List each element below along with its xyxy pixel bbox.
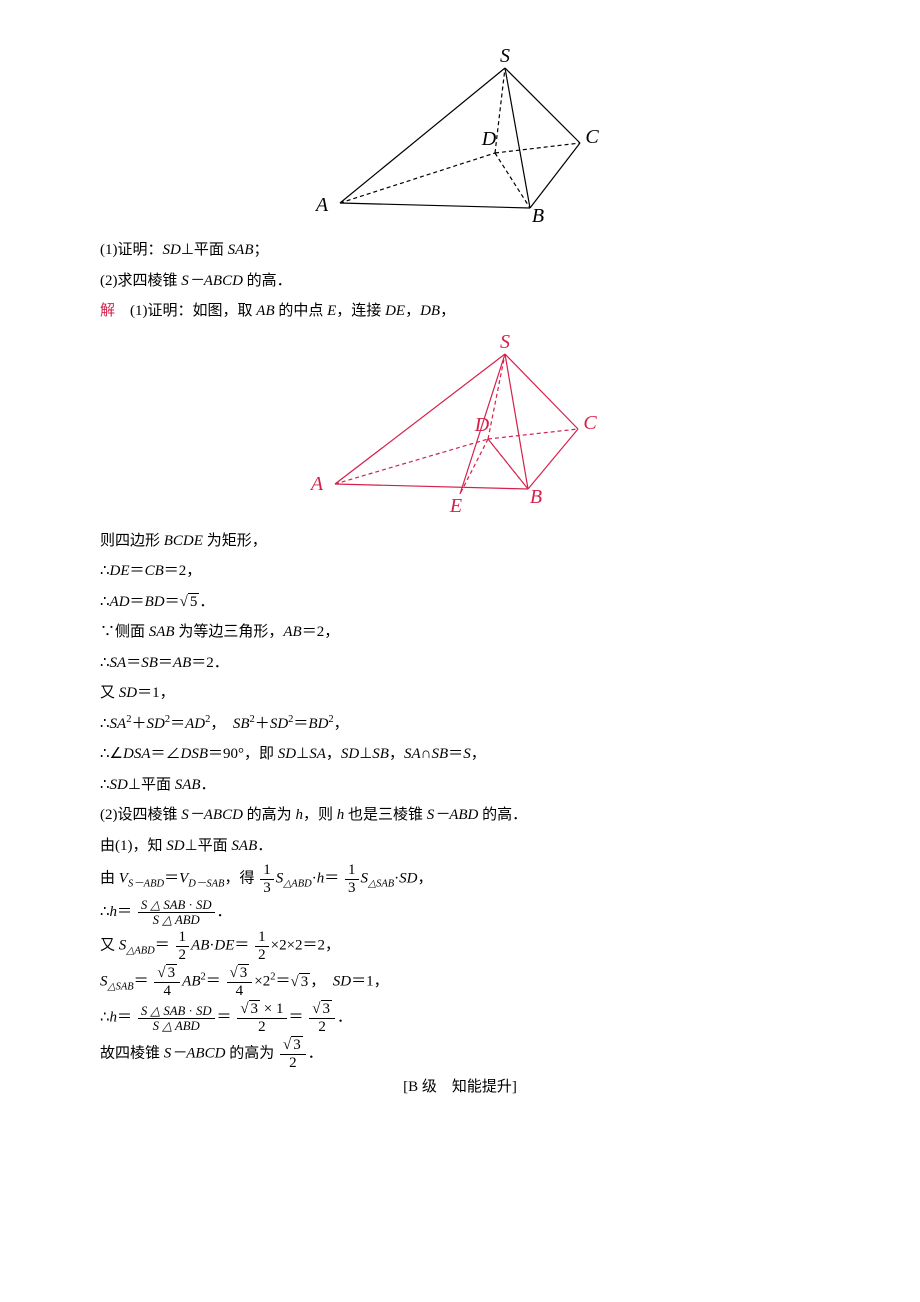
svg-text:B: B [532, 205, 544, 227]
line-solution: 解 (1)证明：如图，取 AB 的中点 E，连接 DE，DB， [100, 297, 820, 326]
line-11: ∴∠DSA＝∠DSB＝90°，即 SD⊥SA，SD⊥SB，SA∩SB＝S， [100, 740, 820, 769]
line-19: ∴h＝ S △ SAB · SD S △ ABD ＝ √3 × 12＝ √32． [100, 1001, 820, 1035]
line-10: ∴SA2＋SD2＝AD2， SB2＋SD2＝BD2， [100, 710, 820, 739]
line-8: ∴SA＝SB＝AB＝2． [100, 649, 820, 678]
svg-text:A: A [315, 194, 329, 216]
svg-text:D: D [481, 128, 497, 150]
line-7: ∵侧面 SAB 为等边三角形，AB＝2， [100, 618, 820, 647]
line-12: ∴SD⊥平面 SAB． [100, 771, 820, 800]
line-1: (1)证明：SD⊥平面 SAB； [100, 236, 820, 265]
line-6: ∴AD＝BD＝√5． [100, 588, 820, 617]
line-5: ∴DE＝CB＝2， [100, 557, 820, 586]
section-footer: [B 级 知能提升] [100, 1073, 820, 1102]
solution-heading: 解 [100, 303, 115, 319]
svg-text:C: C [583, 412, 597, 434]
line-17: 又 S△ABD＝ 12AB·DE＝ 12×2×2＝2， [100, 929, 820, 963]
svg-text:S: S [500, 48, 510, 67]
figure-2: S A B C D E [310, 334, 610, 519]
line-15: 由 VS－ABD＝VD－SAB，得 13S△ABD·h＝ 13S△SAB·SD， [100, 862, 820, 896]
svg-text:A: A [310, 473, 324, 495]
line-14: 由(1)，知 SD⊥平面 SAB． [100, 832, 820, 861]
line-9: 又 SD＝1， [100, 679, 820, 708]
line-4: 则四边形 BCDE 为矩形， [100, 527, 820, 556]
line-16: ∴h＝ S △ SAB · SD S △ ABD ． [100, 898, 820, 927]
line-20: 故四棱锥 S－ABCD 的高为 √32． [100, 1037, 820, 1071]
svg-text:S: S [500, 334, 510, 353]
line-18: S△SAB＝ √34AB2＝ √34×22＝√3， SD＝1， [100, 965, 820, 999]
svg-text:E: E [449, 495, 462, 517]
figure-1: S A B C D [315, 48, 605, 228]
svg-text:C: C [585, 126, 599, 148]
svg-text:B: B [530, 486, 542, 508]
line-2: (2)求四棱锥 S－ABCD 的高． [100, 267, 820, 296]
svg-text:D: D [474, 414, 490, 436]
line-13: (2)设四棱锥 S－ABCD 的高为 h，则 h 也是三棱锥 S－ABD 的高． [100, 801, 820, 830]
